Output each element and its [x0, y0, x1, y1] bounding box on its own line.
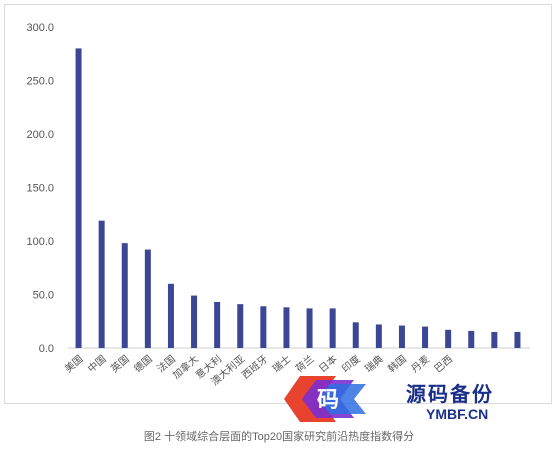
bar	[306, 308, 313, 348]
chart-frame	[4, 4, 552, 404]
bar	[468, 330, 475, 348]
y-tick-label: 50.0	[33, 290, 54, 302]
x-tick-label: 美国	[62, 352, 86, 375]
bar	[237, 304, 244, 348]
bar	[283, 307, 290, 348]
watermark-text: 源码备份	[406, 382, 494, 406]
x-tick-label: 西班牙	[240, 353, 271, 381]
bar	[167, 283, 174, 348]
bar	[191, 295, 198, 348]
bar	[75, 48, 82, 349]
y-tick-label: 0.0	[39, 343, 54, 355]
bar	[121, 243, 128, 348]
bar	[375, 324, 382, 348]
watermark-logo-char: 码	[317, 388, 339, 413]
watermark-logo: 码	[284, 376, 366, 422]
figure-caption: 图2 十领域综合层面的Top20国家研究前沿热度指数得分	[143, 431, 415, 443]
y-tick-label: 200.0	[26, 129, 54, 141]
y-tick-label: 150.0	[26, 183, 54, 195]
watermark: 码 源码备份 YMBF.CN	[276, 368, 548, 432]
bar	[260, 306, 267, 348]
y-tick-label: 100.0	[26, 236, 54, 248]
bar	[422, 326, 429, 348]
watermark-url: YMBF.CN	[426, 406, 489, 422]
x-tick-label: 英国	[108, 352, 132, 375]
bar	[98, 220, 105, 348]
bar	[352, 322, 359, 348]
bar	[491, 331, 498, 348]
x-tick-label: 中国	[85, 352, 109, 375]
y-tick-label: 250.0	[26, 76, 54, 88]
bar	[514, 331, 521, 348]
bar-chart: 0.0 50.0 100.0 150.0 200.0 250.0 300.0 美国 中国 英国 德国…	[26, 22, 530, 388]
y-tick-label: 300.0	[26, 22, 54, 34]
x-tick-label: 德国	[131, 352, 155, 375]
bar	[144, 249, 151, 348]
bar	[329, 308, 336, 348]
bar	[398, 325, 405, 348]
bar	[445, 329, 452, 348]
bar	[214, 301, 221, 348]
